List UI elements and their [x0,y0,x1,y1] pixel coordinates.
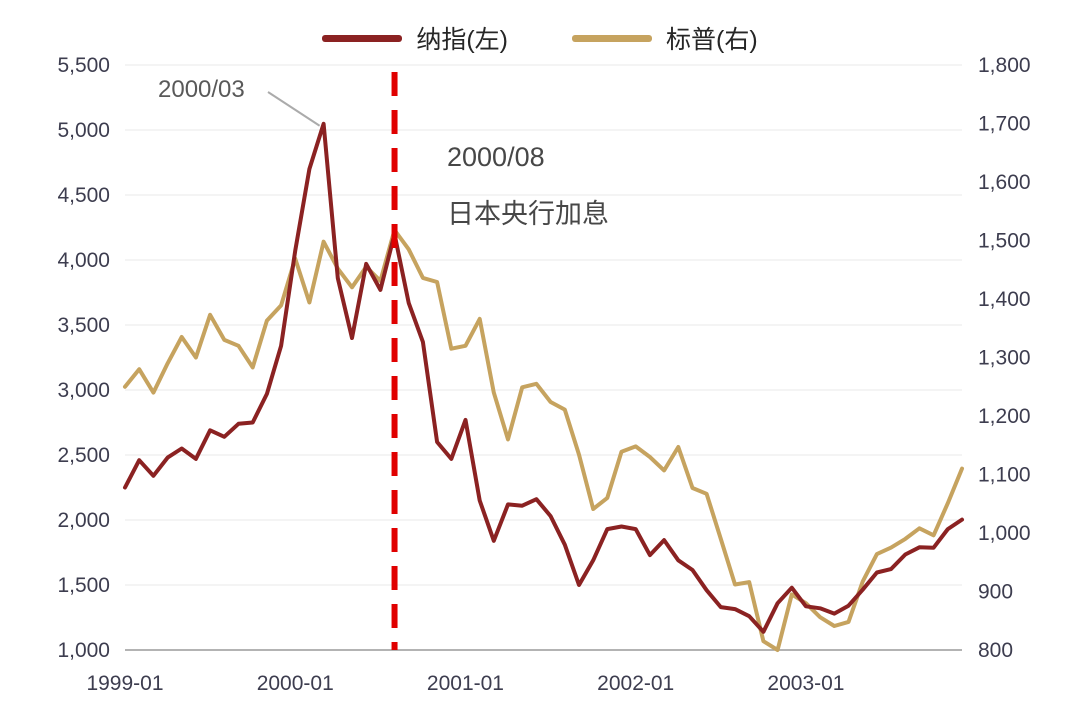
y-axis-tick-label-left: 4,500 [57,184,110,207]
legend-label-sp500: 标普(右) [666,26,758,54]
y-axis-tick-label-right: 1,300 [978,347,1031,370]
legend-item-nasdaq: 纳指(左) [322,20,508,56]
x-axis-tick-label: 2001-01 [427,672,504,695]
x-axis-tick-label: 1999-01 [86,672,163,695]
y-axis-tick-label-right: 1,200 [978,405,1031,428]
x-axis-tick-label: 2003-01 [767,672,844,695]
y-axis-tick-label-right: 800 [978,639,1013,662]
y-axis-tick-label-left: 2,000 [57,509,110,532]
y-axis-tick-label-left: 3,500 [57,314,110,337]
y-axis-tick-label-right: 1,000 [978,522,1031,545]
y-axis-tick-label-right: 1,700 [978,113,1031,136]
y-axis-tick-label-left: 3,000 [57,379,110,402]
sp500-line-swatch [572,34,652,42]
sp500-line [123,228,964,652]
x-axis-tick-label: 2000-01 [257,672,334,695]
y-axis-tick-label-right: 1,500 [978,230,1031,253]
chart-legend: 纳指(左) 标普(右) [0,20,1080,56]
legend-label-nasdaq: 纳指(左) [416,26,508,54]
y-axis-tick-label-right: 1,800 [978,54,1031,77]
y-axis-tick-label-left: 2,500 [57,444,110,467]
y-axis-tick-label-left: 1,500 [57,574,110,597]
y-axis-tick-label-left: 5,500 [57,54,110,77]
nasdaq-line [123,121,964,634]
y-axis-tick-label-right: 1,600 [978,171,1031,194]
event-annotation-date: 2000/08 [447,142,545,172]
y-axis-tick-label-left: 4,000 [57,249,110,272]
y-axis-tick-label-right: 1,100 [978,464,1031,487]
y-axis-tick-label-left: 5,000 [57,119,110,142]
y-axis-tick-label-right: 1,400 [978,288,1031,311]
peak-annotation-label: 2000/03 [158,76,245,103]
y-axis-tick-label-right: 900 [978,581,1013,604]
peak-annotation-connector [267,91,321,127]
x-axis-tick-label: 2002-01 [597,672,674,695]
legend-item-sp500: 标普(右) [572,20,758,56]
nasdaq-line-swatch [322,34,403,42]
y-axis-tick-label-left: 1,000 [57,639,110,662]
event-annotation-text: 日本央行加息 [447,199,609,229]
